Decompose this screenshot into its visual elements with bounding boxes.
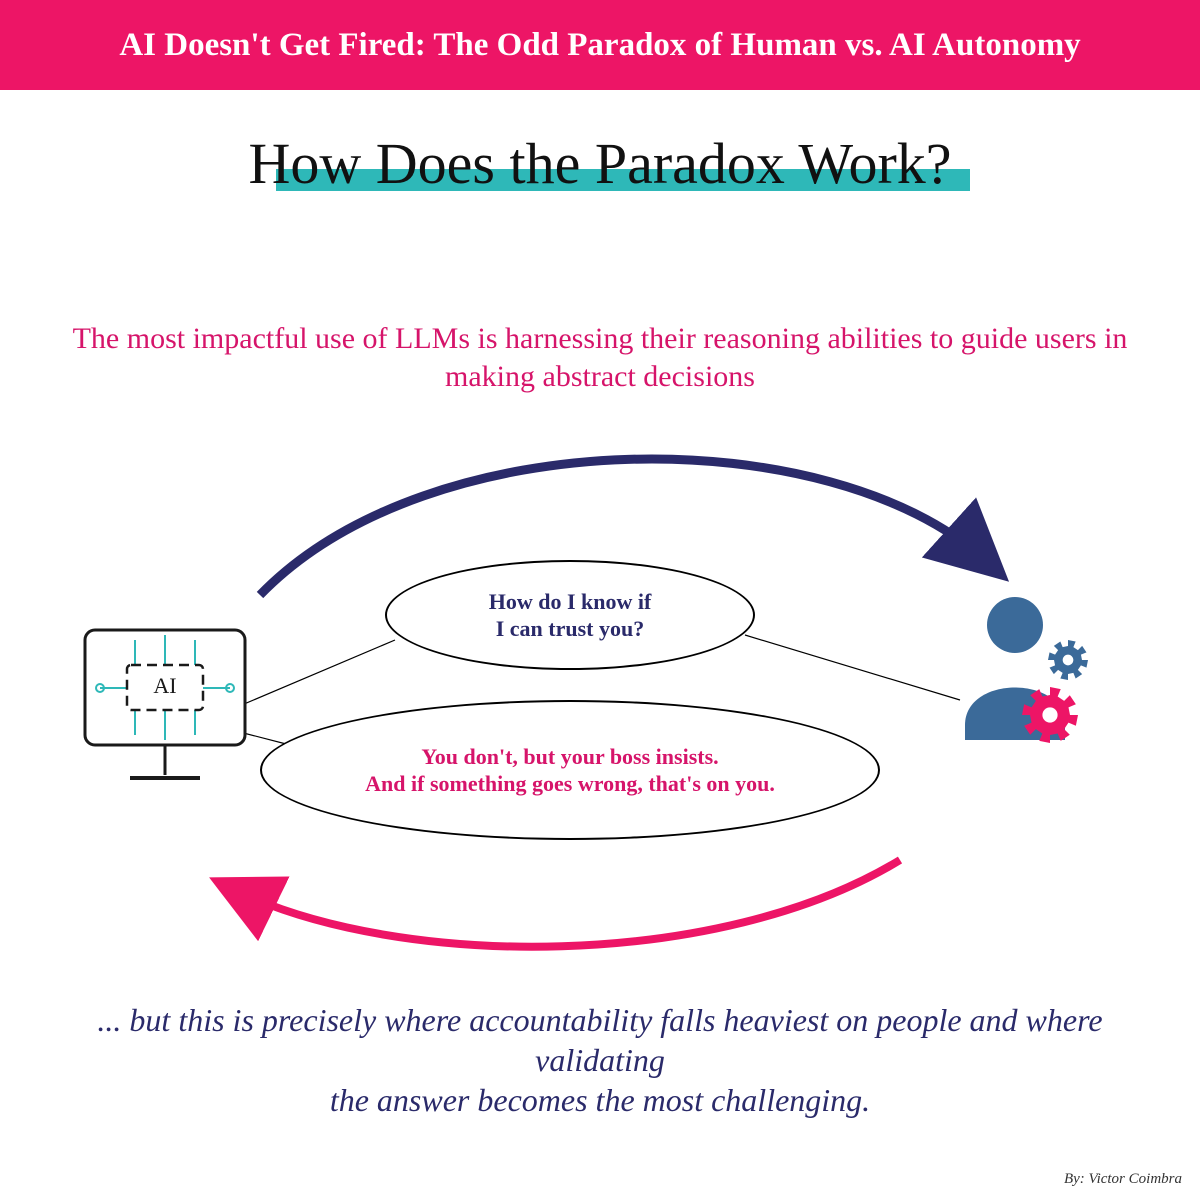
closing-text: ... but this is precisely where accounta…: [60, 1000, 1140, 1120]
subheading-text: The most impactful use of LLMs is harnes…: [73, 322, 1128, 393]
byline: By: Victor Coimbra: [1064, 1171, 1182, 1188]
speech-bubble-user: How do I know if I can trust you?: [385, 560, 755, 670]
byline-text: By: Victor Coimbra: [1064, 1171, 1182, 1187]
bubble1-tail-right: [745, 635, 960, 700]
section-heading: How Does the Paradox Work?: [241, 130, 960, 197]
bubble2-line2: And if something goes wrong, that's on y…: [365, 771, 775, 796]
title-text: AI Doesn't Get Fired: The Odd Paradox of…: [119, 27, 1080, 64]
heading-text: How Does the Paradox Work?: [249, 131, 952, 196]
bottom-arrow: [235, 860, 900, 947]
ai-computer-icon: AI: [85, 630, 245, 778]
bubble2-line1: You don't, but your boss insists.: [421, 744, 718, 769]
ai-chip-label: AI: [153, 673, 176, 698]
diagram-area: AI How do I know if I can trust you? You…: [0, 440, 1200, 960]
person-icon: [965, 597, 1088, 743]
heading-wrap: How Does the Paradox Work?: [0, 130, 1200, 197]
subheading: The most impactful use of LLMs is harnes…: [60, 320, 1140, 395]
bubble1-tail-left: [230, 640, 395, 710]
closing-text-content: ... but this is precisely where accounta…: [97, 1002, 1102, 1118]
title-banner: AI Doesn't Get Fired: The Odd Paradox of…: [0, 0, 1200, 90]
bubble1-line1: How do I know if: [489, 589, 652, 614]
bubble1-line2: I can trust you?: [496, 616, 645, 641]
speech-bubble-ai: You don't, but your boss insists. And if…: [260, 700, 880, 840]
